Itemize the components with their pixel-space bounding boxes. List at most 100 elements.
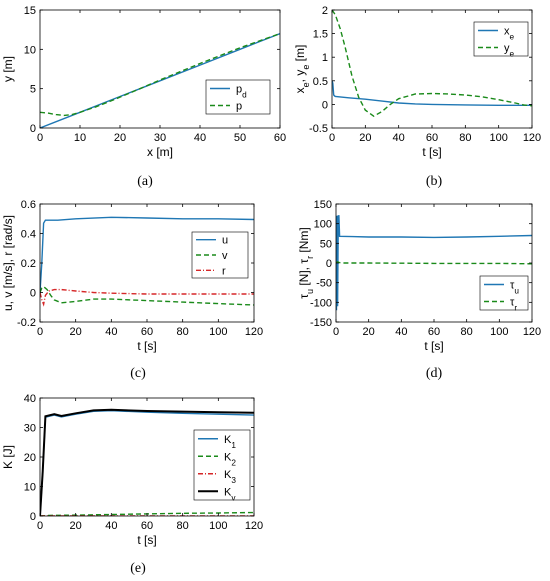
y-tick-label: 100 xyxy=(314,219,332,231)
y-axis-label: K [J] xyxy=(1,445,15,469)
x-tick-label: 10 xyxy=(74,132,86,144)
y-tick-label: 0 xyxy=(30,288,36,300)
x-tick-label: 60 xyxy=(428,326,440,338)
chart-c: 0 20 40 60 80 100 120-0.200.20.40.6t [s]u, v [… xyxy=(1,199,263,381)
legend: pdp xyxy=(205,79,271,115)
series-line-u xyxy=(336,215,532,311)
x-axis-label: x [m] xyxy=(147,145,173,159)
panel-caption: (e) xyxy=(130,561,146,576)
legend-label: K2 xyxy=(224,451,236,467)
x-tick-label: 100 xyxy=(209,326,227,338)
y-tick-label: 0.6 xyxy=(21,199,36,211)
legend-label: ye xyxy=(504,43,515,59)
y-tick-label: 15 xyxy=(24,5,36,17)
y-tick-label: 1 xyxy=(322,52,328,64)
y-tick-label: -150 xyxy=(310,317,332,329)
y-tick-label: 0.4 xyxy=(21,229,36,241)
y-tick-label: 5 xyxy=(30,84,36,96)
y-tick-label: -50 xyxy=(316,278,332,290)
x-tick-label: 50 xyxy=(234,132,246,144)
legend-label: xe xyxy=(504,26,515,42)
x-tick-label: 100 xyxy=(209,520,227,532)
y-tick-label: 20 xyxy=(24,452,36,464)
legend-box xyxy=(473,21,529,57)
y-tick-label: 10 xyxy=(24,482,36,494)
x-axis-label: t [s] xyxy=(424,339,443,353)
series-line-u xyxy=(40,216,254,293)
y-tick-label: 0 xyxy=(30,511,36,523)
legend-label: p xyxy=(236,101,242,113)
y-axis-label: xe, ye [m] xyxy=(293,45,311,94)
x-axis-label: t [s] xyxy=(137,339,156,353)
y-tick-label: 40 xyxy=(24,393,36,405)
legend-label: Kv xyxy=(224,486,236,502)
panel-caption: (c) xyxy=(130,366,146,381)
legend-label: r xyxy=(222,265,226,277)
y-tick-label: 1.5 xyxy=(313,29,328,41)
x-tick-label: 60 xyxy=(426,132,438,144)
legend-label: K1 xyxy=(224,434,236,450)
x-axis-label: t [s] xyxy=(137,533,156,547)
panel-caption: (d) xyxy=(426,366,443,381)
x-tick-label: 20 xyxy=(359,132,371,144)
y-tick-label: -0.2 xyxy=(17,317,36,329)
series-group xyxy=(336,215,532,311)
series-line-v xyxy=(40,285,254,306)
x-tick-label: 40 xyxy=(105,520,117,532)
y-tick-label: -100 xyxy=(310,297,332,309)
x-tick-label: 80 xyxy=(177,520,189,532)
x-tick-label: 120 xyxy=(245,326,263,338)
y-tick-label: 0.5 xyxy=(313,76,328,88)
x-tick-label: 60 xyxy=(274,132,286,144)
x-tick-label: 60 xyxy=(141,326,153,338)
y-axis-label: y [m] xyxy=(1,56,15,82)
x-tick-label: 40 xyxy=(194,132,206,144)
y-tick-label: 30 xyxy=(24,423,36,435)
x-tick-label: 80 xyxy=(461,326,473,338)
x-tick-label: 20 xyxy=(363,326,375,338)
x-tick-label: 0 xyxy=(329,132,335,144)
x-tick-label: 0 xyxy=(37,326,43,338)
legend-label: pd xyxy=(236,84,247,100)
x-tick-label: 120 xyxy=(245,520,263,532)
y-tick-label: 0.2 xyxy=(21,258,36,270)
x-tick-label: 80 xyxy=(459,132,471,144)
series-group xyxy=(40,32,280,128)
legend: uvr xyxy=(191,231,249,279)
panel-caption: (a) xyxy=(137,174,153,189)
x-tick-label: 30 xyxy=(154,132,166,144)
y-axis-label: τu [N], τr [Nm] xyxy=(297,227,315,299)
series-group xyxy=(332,10,532,118)
x-tick-label: 40 xyxy=(105,326,117,338)
series-group xyxy=(40,216,254,307)
x-tick-label: 0 xyxy=(333,326,339,338)
x-tick-label: 120 xyxy=(523,132,541,144)
chart-a: 0 10 20 30 40 50 60 0 5 10 15 x [m] y [m] pdp (a) xyxy=(1,5,286,189)
y-tick-label: 0 xyxy=(322,99,328,111)
legend-box xyxy=(193,429,251,501)
y-axis-label: u, v [m/s], r [rad/s] xyxy=(1,215,15,311)
x-tick-label: 20 xyxy=(70,326,82,338)
x-tick-label: 100 xyxy=(490,326,508,338)
legend-label: τu xyxy=(510,280,519,296)
chart-b: 0 20 40 60 80 100 120-0.500.511.52t [s]xe, ye … xyxy=(293,5,541,189)
x-tick-label: 0 xyxy=(37,520,43,532)
series-line-k2 xyxy=(40,511,254,516)
x-tick-label: 0 xyxy=(37,132,43,144)
y-tick-label: 0 xyxy=(326,258,332,270)
x-axis-label: t [s] xyxy=(422,145,441,159)
panel-caption: (b) xyxy=(426,174,443,189)
x-tick-label: 120 xyxy=(523,326,541,338)
y-tick-label: 50 xyxy=(320,238,332,250)
legend-box xyxy=(205,79,271,115)
series-line-r xyxy=(336,260,532,265)
y-tick-label: 2 xyxy=(322,5,328,17)
legend-label: τr xyxy=(510,297,517,313)
x-tick-label: 40 xyxy=(393,132,405,144)
series-line-xe xyxy=(332,80,532,107)
legend-label: K3 xyxy=(224,469,236,485)
